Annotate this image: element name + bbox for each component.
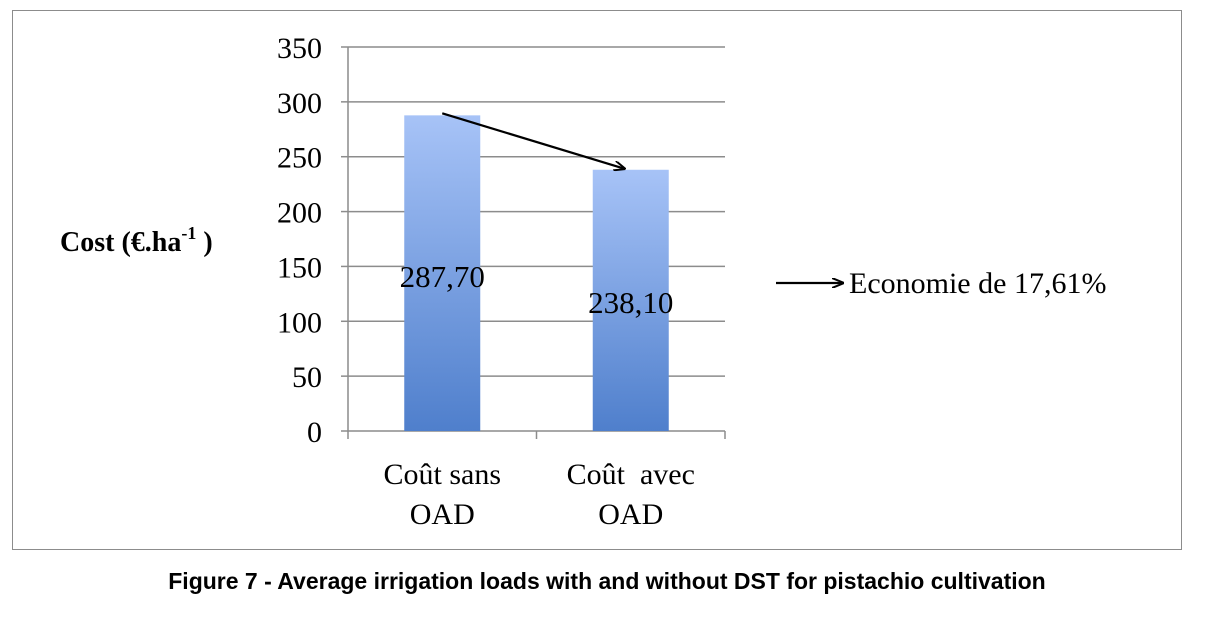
data-label: 238,10 [588,285,673,320]
y-tick-label: 150 [277,251,322,284]
y-tick-label: 250 [277,142,322,175]
x-tick-label: Coût avec [567,458,695,491]
y-tick-label: 300 [277,87,322,120]
y-tick-label: 350 [277,32,322,65]
decrease-arrow [441,112,625,168]
chart-frame [12,10,1182,550]
y-tick-label: 0 [307,416,322,449]
bars [404,115,669,432]
labels: 0 50 100 150 200 250 300 350 287,70 Coût sans OAD 2… [277,32,695,531]
data-label: 287,70 [400,259,485,294]
y-tick-label: 100 [277,306,322,339]
y-tick-label: 50 [292,361,322,394]
legend-text: Economie de 17,61% [849,267,1106,300]
y-axis-label: Cost (€.ha-1 ) [60,223,213,258]
figure-caption: Figure 7 - Average irrigation loads with… [168,568,1046,594]
x-tick-label: OAD [598,498,663,531]
bar [592,169,669,432]
x-tick-label: OAD [410,498,475,531]
bar-chart: 0 50 100 150 200 250 300 350 287,70 Coût sans OAD 2… [60,32,1106,531]
annotation: Economie de 17,61% [441,112,1106,300]
y-tick-label: 200 [277,197,322,230]
x-tick-label: Coût sans [383,458,501,491]
bar [404,115,481,432]
